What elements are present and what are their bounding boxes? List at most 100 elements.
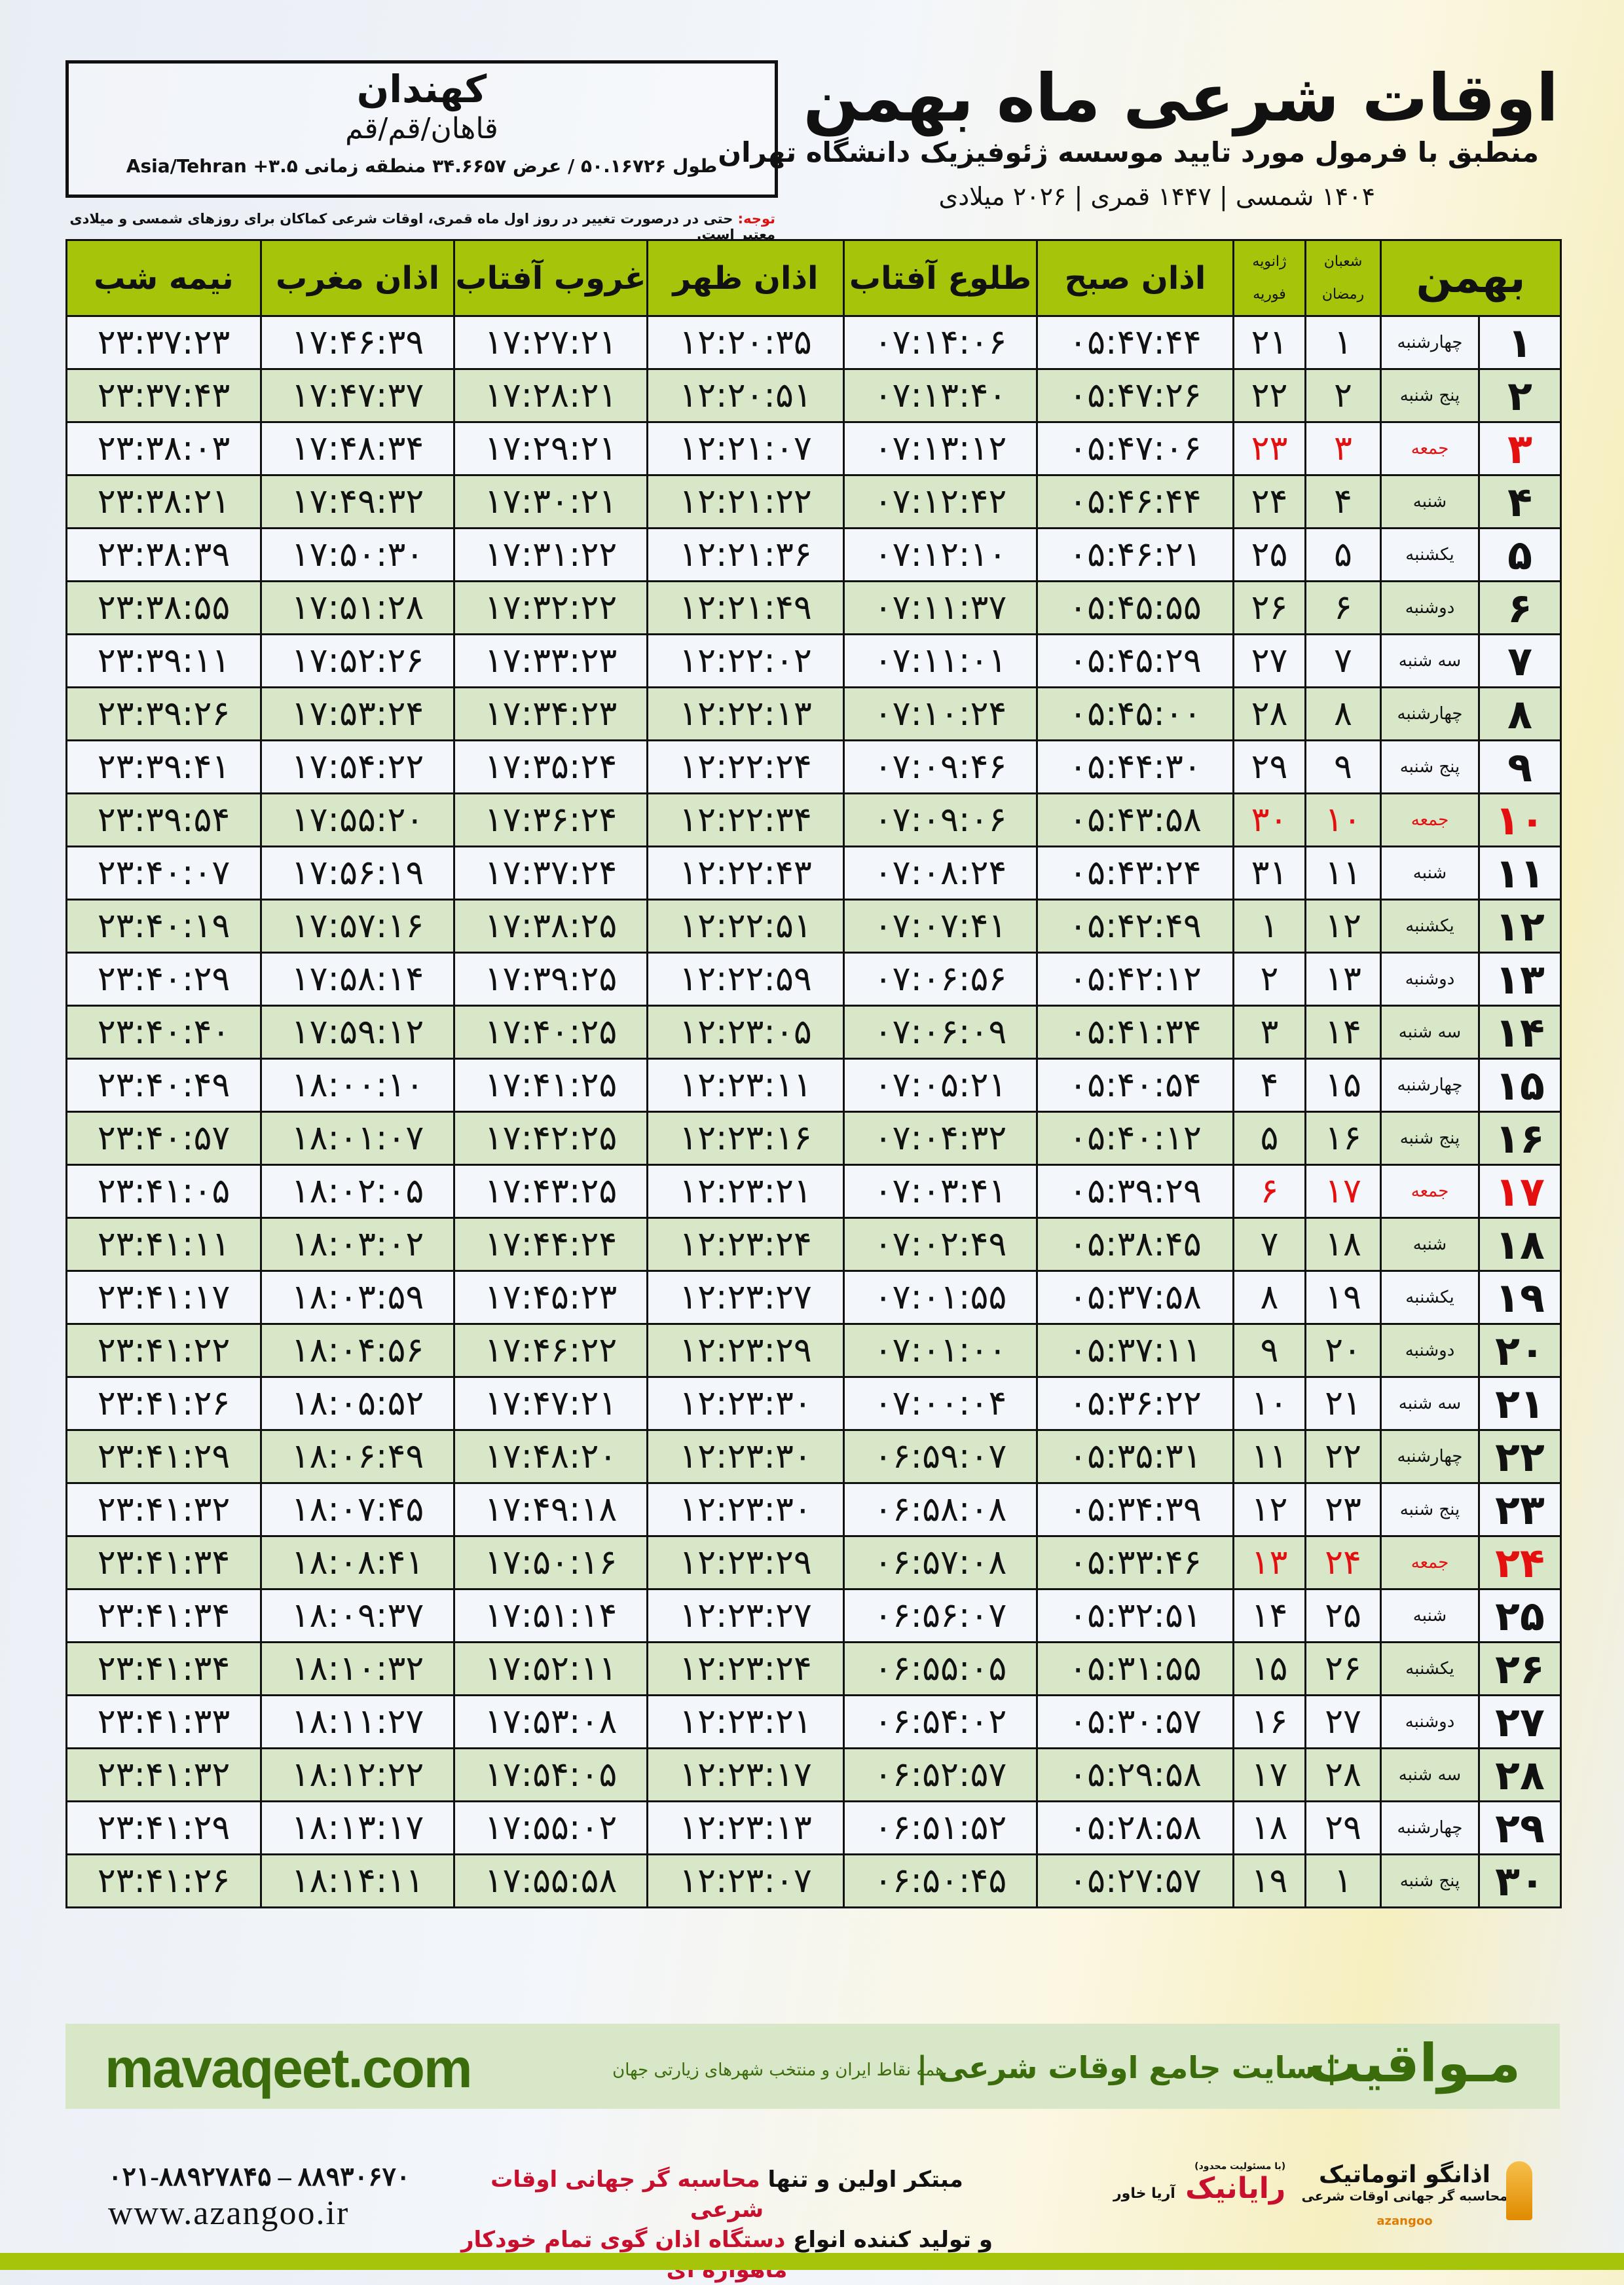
table-row: ۲۷ دوشنبه ۲۷ ۱۶ ۰۵:۳۰:۵۷ ۰۶:۵۴:۰۲ ۱۲:۲۳:۲۱ ۱۷:۵… [65, 1694, 1562, 1749]
cell-day: ۳ [1478, 421, 1562, 476]
cell-sunset: ۱۷:۴۶:۲۲ [453, 1323, 648, 1378]
cell-sunset: ۱۷:۳۴:۲۳ [453, 686, 648, 741]
col-hijri-bottom: رمضان [1321, 286, 1365, 303]
cell-dhuhr: ۱۲:۲۳:۳۰ [646, 1376, 845, 1431]
cell-sunrise: ۰۷:۰۷:۴۱ [843, 899, 1038, 954]
cell-weekday: پنج شنبه [1380, 1111, 1480, 1166]
notice-label: توجه: [737, 211, 775, 227]
cell-weekday: چهارشنبه [1380, 1429, 1480, 1484]
cell-sunset: ۱۷:۳۱:۲۲ [453, 527, 648, 582]
cell-maghrib: ۱۸:۱۰:۳۲ [260, 1641, 455, 1696]
cell-midnight: ۲۳:۴۱:۲۹ [65, 1800, 262, 1855]
cell-greg: ۴ [1232, 1058, 1306, 1113]
cell-greg: ۷ [1232, 1217, 1306, 1272]
cell-greg: ۱۲ [1232, 1482, 1306, 1537]
cell-greg: ۲۴ [1232, 474, 1306, 529]
cell-greg: ۱۱ [1232, 1429, 1306, 1484]
cell-sunrise: ۰۶:۵۰:۴۵ [843, 1853, 1038, 1908]
cell-sunrise: ۰۷:۰۶:۰۹ [843, 1005, 1038, 1060]
cell-greg: ۱۰ [1232, 1376, 1306, 1431]
cell-sunset: ۱۷:۳۵:۲۴ [453, 739, 648, 794]
col-fajr: اذان صبح [1036, 239, 1234, 317]
year-info: ۱۴۰۴ شمسی | ۱۴۴۷ قمری | ۲۰۲۶ میلادی [938, 182, 1375, 211]
cell-day: ۱۱ [1478, 845, 1562, 901]
col-greg-bottom: فوریه [1253, 286, 1286, 303]
table-row: ۲۴ جمعه ۲۴ ۱۳ ۰۵:۳۳:۴۶ ۰۶:۵۷:۰۸ ۱۲:۲۳:۲۹ ۱۷:۵۰:… [65, 1535, 1562, 1590]
cell-dhuhr: ۱۲:۲۲:۱۳ [646, 686, 845, 741]
phone-numbers: ۰۲۱-۸۸۹۲۷۸۴۵ – ۸۸۹۳۰۶۷۰ [108, 2162, 411, 2191]
cell-day: ۲۸ [1478, 1747, 1562, 1802]
cell-greg: ۲۹ [1232, 739, 1306, 794]
cell-hijri: ۱۰ [1304, 792, 1382, 847]
cell-sunset: ۱۷:۵۳:۰۸ [453, 1694, 648, 1749]
table-row: ۲۰ دوشنبه ۲۰ ۹ ۰۵:۳۷:۱۱ ۰۷:۰۱:۰۰ ۱۲:۲۳:۲۹ ۱۷:۴۶… [65, 1323, 1562, 1378]
table-row: ۸ چهارشنبه ۸ ۲۸ ۰۵:۴۵:۰۰ ۰۷:۱۰:۲۴ ۱۲:۲۲:۱۳ ۱۷:۳… [65, 686, 1562, 741]
cell-greg: ۹ [1232, 1323, 1306, 1378]
cell-day: ۱۰ [1478, 792, 1562, 847]
cell-fajr: ۰۵:۳۸:۴۵ [1036, 1217, 1234, 1272]
cell-sunrise: ۰۶:۵۷:۰۸ [843, 1535, 1038, 1590]
cell-sunset: ۱۷:۳۶:۲۴ [453, 792, 648, 847]
cell-maghrib: ۱۸:۱۳:۱۷ [260, 1800, 455, 1855]
cell-day: ۲۷ [1478, 1694, 1562, 1749]
cell-greg: ۲ [1232, 952, 1306, 1007]
website-link[interactable]: www.azangoo.ir [108, 2195, 350, 2232]
cell-maghrib: ۱۷:۵۵:۲۰ [260, 792, 455, 847]
rayanik-sub: آریا خاور [1113, 2185, 1175, 2202]
cell-sunrise: ۰۷:۰۱:۰۰ [843, 1323, 1038, 1378]
cell-fajr: ۰۵:۳۷:۱۱ [1036, 1323, 1234, 1378]
cell-sunset: ۱۷:۳۰:۲۱ [453, 474, 648, 529]
cell-fajr: ۰۵:۳۶:۲۲ [1036, 1376, 1234, 1431]
table-row: ۱۴ سه شنبه ۱۴ ۳ ۰۵:۴۱:۳۴ ۰۷:۰۶:۰۹ ۱۲:۲۳:۰۵ ۱۷:۴… [65, 1005, 1562, 1060]
cell-dhuhr: ۱۲:۲۳:۲۴ [646, 1217, 845, 1272]
cell-day: ۶ [1478, 580, 1562, 635]
notice: توجه: حتی در درصورت تغییر در روز اول ماه… [65, 211, 775, 242]
table-row: ۱۷ جمعه ۱۷ ۶ ۰۵:۳۹:۲۹ ۰۷:۰۳:۴۱ ۱۲:۲۳:۲۱ ۱۷:۴۳:۲… [65, 1164, 1562, 1219]
cell-greg: ۲۵ [1232, 527, 1306, 582]
cell-dhuhr: ۱۲:۲۱:۴۹ [646, 580, 845, 635]
cell-sunset: ۱۷:۴۰:۲۵ [453, 1005, 648, 1060]
table-row: ۹ پنج شنبه ۹ ۲۹ ۰۵:۴۴:۳۰ ۰۷:۰۹:۴۶ ۱۲:۲۲:۲۴ ۱۷:۳… [65, 739, 1562, 794]
cell-sunrise: ۰۷:۰۰:۰۴ [843, 1376, 1038, 1431]
cell-sunrise: ۰۷:۱۰:۲۴ [843, 686, 1038, 741]
table-row: ۲۶ یکشنبه ۲۶ ۱۵ ۰۵:۳۱:۵۵ ۰۶:۵۵:۰۵ ۱۲:۲۳:۲۴ ۱۷:۵… [65, 1641, 1562, 1696]
cell-maghrib: ۱۸:۱۲:۲۲ [260, 1747, 455, 1802]
cell-dhuhr: ۱۲:۲۳:۲۱ [646, 1694, 845, 1749]
cell-midnight: ۲۳:۴۱:۱۷ [65, 1270, 262, 1325]
cell-day: ۲۶ [1478, 1641, 1562, 1696]
cell-hijri: ۱۴ [1304, 1005, 1382, 1060]
cell-weekday: سه شنبه [1380, 1747, 1480, 1802]
table-row: ۲۸ سه شنبه ۲۸ ۱۷ ۰۵:۲۹:۵۸ ۰۶:۵۲:۵۷ ۱۲:۲۳:۱۷ ۱۷:… [65, 1747, 1562, 1802]
cell-dhuhr: ۱۲:۲۳:۲۹ [646, 1535, 845, 1590]
cell-weekday: پنج شنبه [1380, 739, 1480, 794]
cell-sunset: ۱۷:۳۲:۲۲ [453, 580, 648, 635]
col-dhuhr: اذان ظهر [646, 239, 845, 317]
cell-greg: ۲۱ [1232, 315, 1306, 370]
cell-hijri: ۸ [1304, 686, 1382, 741]
cell-day: ۱۶ [1478, 1111, 1562, 1166]
cell-weekday: جمعه [1380, 421, 1480, 476]
table-row: ۵ یکشنبه ۵ ۲۵ ۰۵:۴۶:۲۱ ۰۷:۱۲:۱۰ ۱۲:۲۱:۳۶ ۱۷:۳۱:… [65, 527, 1562, 582]
table-row: ۴ شنبه ۴ ۲۴ ۰۵:۴۶:۴۴ ۰۷:۱۲:۴۲ ۱۲:۲۱:۲۲ ۱۷:۳۰:۲۱… [65, 474, 1562, 529]
cell-day: ۷ [1478, 633, 1562, 688]
cell-day: ۱۹ [1478, 1270, 1562, 1325]
promo-brand-logo: مـواقیت [1308, 2033, 1521, 2094]
cell-fajr: ۰۵:۳۳:۴۶ [1036, 1535, 1234, 1590]
cell-fajr: ۰۵:۴۵:۰۰ [1036, 686, 1234, 741]
table-row: ۳۰ پنج شنبه ۱ ۱۹ ۰۵:۲۷:۵۷ ۰۶:۵۰:۴۵ ۱۲:۲۳:۰۷ ۱۷:… [65, 1853, 1562, 1908]
cell-midnight: ۲۳:۴۱:۳۳ [65, 1694, 262, 1749]
cell-midnight: ۲۳:۳۸:۲۱ [65, 474, 262, 529]
cell-hijri: ۵ [1304, 527, 1382, 582]
rayanik-name: رایانیک [1185, 2172, 1286, 2205]
cell-hijri: ۱ [1304, 315, 1382, 370]
cell-maghrib: ۱۸:۰۲:۰۵ [260, 1164, 455, 1219]
cell-day: ۲۵ [1478, 1588, 1562, 1643]
cell-greg: ۱۵ [1232, 1641, 1306, 1696]
promo-site-link[interactable]: mavaqeet.com [105, 2037, 473, 2099]
ad-line1-a: مبتکر اولین و تنها [760, 2166, 963, 2193]
cell-midnight: ۲۳:۴۱:۲۹ [65, 1429, 262, 1484]
azangoo-name: اذانگو اتوماتیک [1318, 2161, 1491, 2188]
cell-sunrise: ۰۷:۱۳:۴۰ [843, 368, 1038, 423]
cell-dhuhr: ۱۲:۲۰:۵۱ [646, 368, 845, 423]
rayanik-logo: (با مسئولیت محدود) رایانیک آریا خاور [1113, 2161, 1285, 2205]
